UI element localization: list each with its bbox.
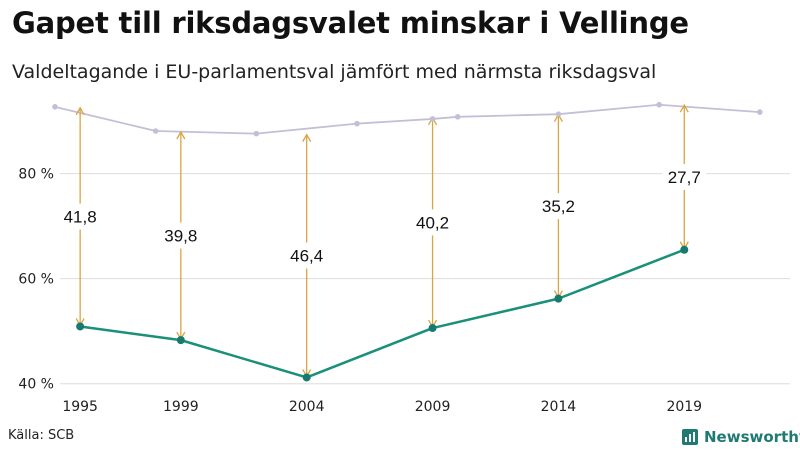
- source-note: Källa: SCB: [8, 428, 75, 443]
- gap-label-background: [410, 209, 455, 236]
- gap-label: 41,8: [64, 208, 97, 227]
- point-layer: [52, 101, 763, 382]
- axis-layer: 40 % 60 % 80 % 1995 1999 2004 2009 2014 2019: [18, 167, 702, 415]
- eu-series-line: [79, 248, 685, 379]
- gap-label-background: [58, 203, 103, 230]
- gap-layer: 41,8 39,8 46,4 40,2 35,2 27,7: [58, 103, 707, 378]
- gap-label: 27,7: [668, 168, 701, 187]
- gap-label: 40,2: [416, 213, 449, 232]
- riksdag-point: [756, 109, 763, 115]
- riksdag-point: [656, 101, 662, 108]
- brand-name: Newsworthy: [704, 428, 800, 446]
- chart-title: Gapet till riksdagsvalet minskar i Velli…: [12, 6, 689, 40]
- eu-point: [680, 245, 689, 254]
- gap-label-background: [158, 222, 203, 249]
- gap-label: 35,2: [542, 197, 575, 216]
- riksdag-series-line: [54, 103, 760, 135]
- eu-point: [302, 373, 311, 382]
- gap-label-background: [662, 163, 707, 190]
- chart-subtitle: Valdeltagande i EU-parlamentsval jämfört…: [12, 61, 657, 83]
- eu-point: [76, 322, 85, 331]
- riksdag-point: [555, 111, 562, 117]
- x-tick-label: 1995: [62, 399, 98, 415]
- eu-point: [428, 324, 437, 333]
- eu-point: [554, 294, 563, 303]
- y-tick-label: 40 %: [18, 377, 54, 393]
- riksdag-point: [253, 130, 260, 137]
- x-tick-label: 1999: [163, 399, 199, 415]
- x-tick-label: 2009: [415, 399, 451, 415]
- gap-label-background: [536, 193, 581, 220]
- brand-logo: Newsworthy: [682, 428, 800, 446]
- y-tick-label: 60 %: [18, 272, 54, 288]
- riksdag-point: [354, 120, 360, 127]
- riksdag-point: [152, 128, 159, 134]
- gap-arrow-head-up: [176, 130, 186, 140]
- riksdag-point: [52, 104, 58, 110]
- x-tick-label: 2014: [541, 399, 577, 415]
- grid-layer: [60, 173, 790, 385]
- riksdag-point: [454, 114, 461, 120]
- gap-label-background: [284, 242, 329, 269]
- x-tick-label: 2004: [289, 399, 325, 415]
- eu-point: [176, 336, 185, 345]
- gap-label: 39,8: [164, 227, 197, 246]
- gap-label: 46,4: [290, 247, 323, 266]
- gap-arrow-head-up: [679, 103, 689, 113]
- newsworthy-logo-icon: [682, 429, 698, 445]
- x-tick-label: 2019: [666, 399, 702, 415]
- riksdag-point: [429, 116, 436, 122]
- y-tick-label: 80 %: [18, 167, 54, 183]
- gap-arrow-head-up: [75, 106, 85, 116]
- gap-arrow-head-up: [302, 133, 312, 142]
